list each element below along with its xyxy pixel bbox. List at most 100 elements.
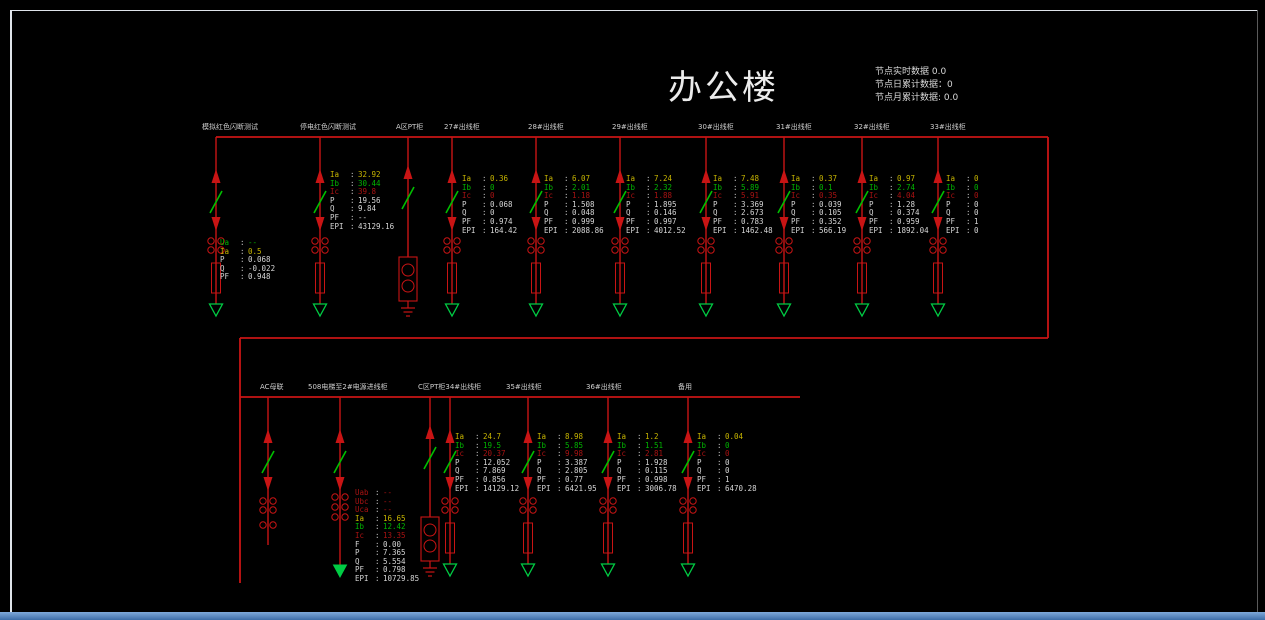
measurement-colon: : [375,488,380,497]
measurement-value: 12.052 [483,457,511,467]
measurement-row: P:1.508 [544,200,604,210]
feeder-31-symbol[interactable] [774,136,794,317]
feeder-27-symbol[interactable] [442,136,462,317]
measurement-key: EPI [455,483,469,493]
measurement-key: PF [617,474,627,484]
measurement-block-36: Ia:1.2 Ib:1.51 Ic:2.81 P:1.928 Q:0.115 PF:0.9… [617,432,677,493]
measurement-row: Q:9.84 [330,205,394,214]
measurement-row: Ic:0 [462,192,517,201]
feeder-label-test1: 模拟红色闪断测试 [202,123,258,131]
measurement-colon: : [350,221,355,231]
feeder-33-symbol[interactable] [928,136,948,317]
measurement-row: PF:0.998 [617,474,677,485]
measurement-row: Q:0.374 [869,209,929,218]
feeder-36-symbol[interactable] [598,396,618,577]
feeder-ac-tie-symbol[interactable] [258,396,278,546]
measurement-key: Q [697,466,702,476]
measurement-key: PF [455,474,465,484]
measurement-key: Ic [330,187,340,197]
measurement-key: P [355,548,360,558]
measurement-key: Ib [946,182,956,192]
measurement-value: 14129.12 [483,483,520,493]
feeder-label-32: 32#出线柜 [854,123,890,131]
feeder-label-ac-tie: AC母联 [260,383,284,391]
feeder-pt-c-symbol[interactable] [420,396,440,577]
measurement-colon: : [475,483,480,493]
feeder-pt-a-symbol[interactable] [398,136,418,317]
measurement-row: Ib:2.74 [869,182,929,193]
measurement-value: 24.7 [483,432,502,441]
measurement-row: PF:0.948 [220,273,275,282]
measurement-row: P:7.365 [355,549,419,558]
measurement-value: 2.74 [897,182,916,192]
measurement-row: EPI:14129.12 [455,483,520,494]
measurement-colon: : [475,440,480,450]
measurement-colon: : [240,263,245,273]
measurement-key: EPI [462,225,476,235]
measurement-row: PF:0.798 [355,566,419,575]
measurement-row: Ic:9.98 [537,450,597,459]
measurement-colon: : [375,522,380,532]
feeder-label-30: 30#出线柜 [698,123,734,131]
feeder-test1-symbol[interactable] [207,136,225,317]
measurement-key: Ib [537,440,547,450]
feeder-spare-symbol[interactable] [678,396,698,577]
measurement-colon: : [637,466,642,476]
measurement-key: Q [537,466,542,476]
measurement-colon: : [475,474,480,484]
measurement-value: 0.999 [572,216,595,226]
measurement-row: Ia:6.07 [544,174,604,184]
measurement-row: Q:0.105 [791,209,846,218]
measurement-row: Ib:19.5 [455,440,519,451]
measurement-colon: : [482,225,487,235]
measurement-key: Ic [946,191,956,201]
feeder-test2-symbol[interactable] [310,136,330,317]
measurement-colon: : [350,204,355,214]
measurement-row: Ib:0 [462,182,517,193]
measurement-colon: : [375,505,380,515]
measurement-colon: : [240,238,245,247]
window-border-left [10,10,12,612]
measurement-key: Ib [462,182,472,192]
measurement-row: P:0.068 [220,256,275,265]
measurement-value: 5.91 [741,191,760,201]
measurement-value: 0.352 [819,216,842,226]
feeder-35-symbol[interactable] [518,396,538,577]
measurement-colon: : [375,573,380,583]
measurement-key: EPI [355,573,369,583]
feeder-28-symbol[interactable] [526,136,546,317]
measurement-colon: : [637,483,642,493]
measurement-colon: : [482,208,487,218]
measurement-value: 30.44 [358,178,381,188]
feeder-508-incomer-symbol[interactable] [330,396,350,578]
measurement-value: 0.115 [645,466,668,476]
measurement-value: 4.04 [897,191,916,201]
measurement-key: Ia [791,174,801,183]
feeder-32-symbol[interactable] [852,136,872,317]
measurement-colon: : [889,174,894,183]
measurement-row: Ic:1.18 [544,192,604,201]
measurement-row: Ic:1.88 [626,192,686,201]
measurement-row: Ia:7.24 [626,174,686,184]
measurement-colon: : [375,513,380,523]
measurement-value: 1.18 [572,191,591,201]
measurement-value: 39.8 [358,187,377,197]
node-monthly-total: 节点月累计数据: 0.0 [875,93,959,103]
measurement-value: 2.01 [572,182,591,192]
measurement-colon: : [966,182,971,192]
measurement-value: 0.959 [897,216,920,226]
measurement-key: P [869,199,874,209]
measurement-key: Q [220,263,225,273]
measurement-value: 0.37 [819,174,838,183]
measurement-row: P:1.895 [626,200,686,210]
feeder-30-symbol[interactable] [696,136,716,317]
measurement-value: 1.28 [897,199,916,209]
measurement-colon: : [889,182,894,192]
measurement-colon: : [475,457,480,467]
measurement-value: 19.56 [358,195,381,205]
measurement-row: F:0.00 [355,539,419,550]
measurement-row: PF:0.352 [791,216,846,227]
measurement-colon: : [375,539,380,549]
measurement-key: Ia [617,432,627,441]
window-border-top [10,10,1258,11]
